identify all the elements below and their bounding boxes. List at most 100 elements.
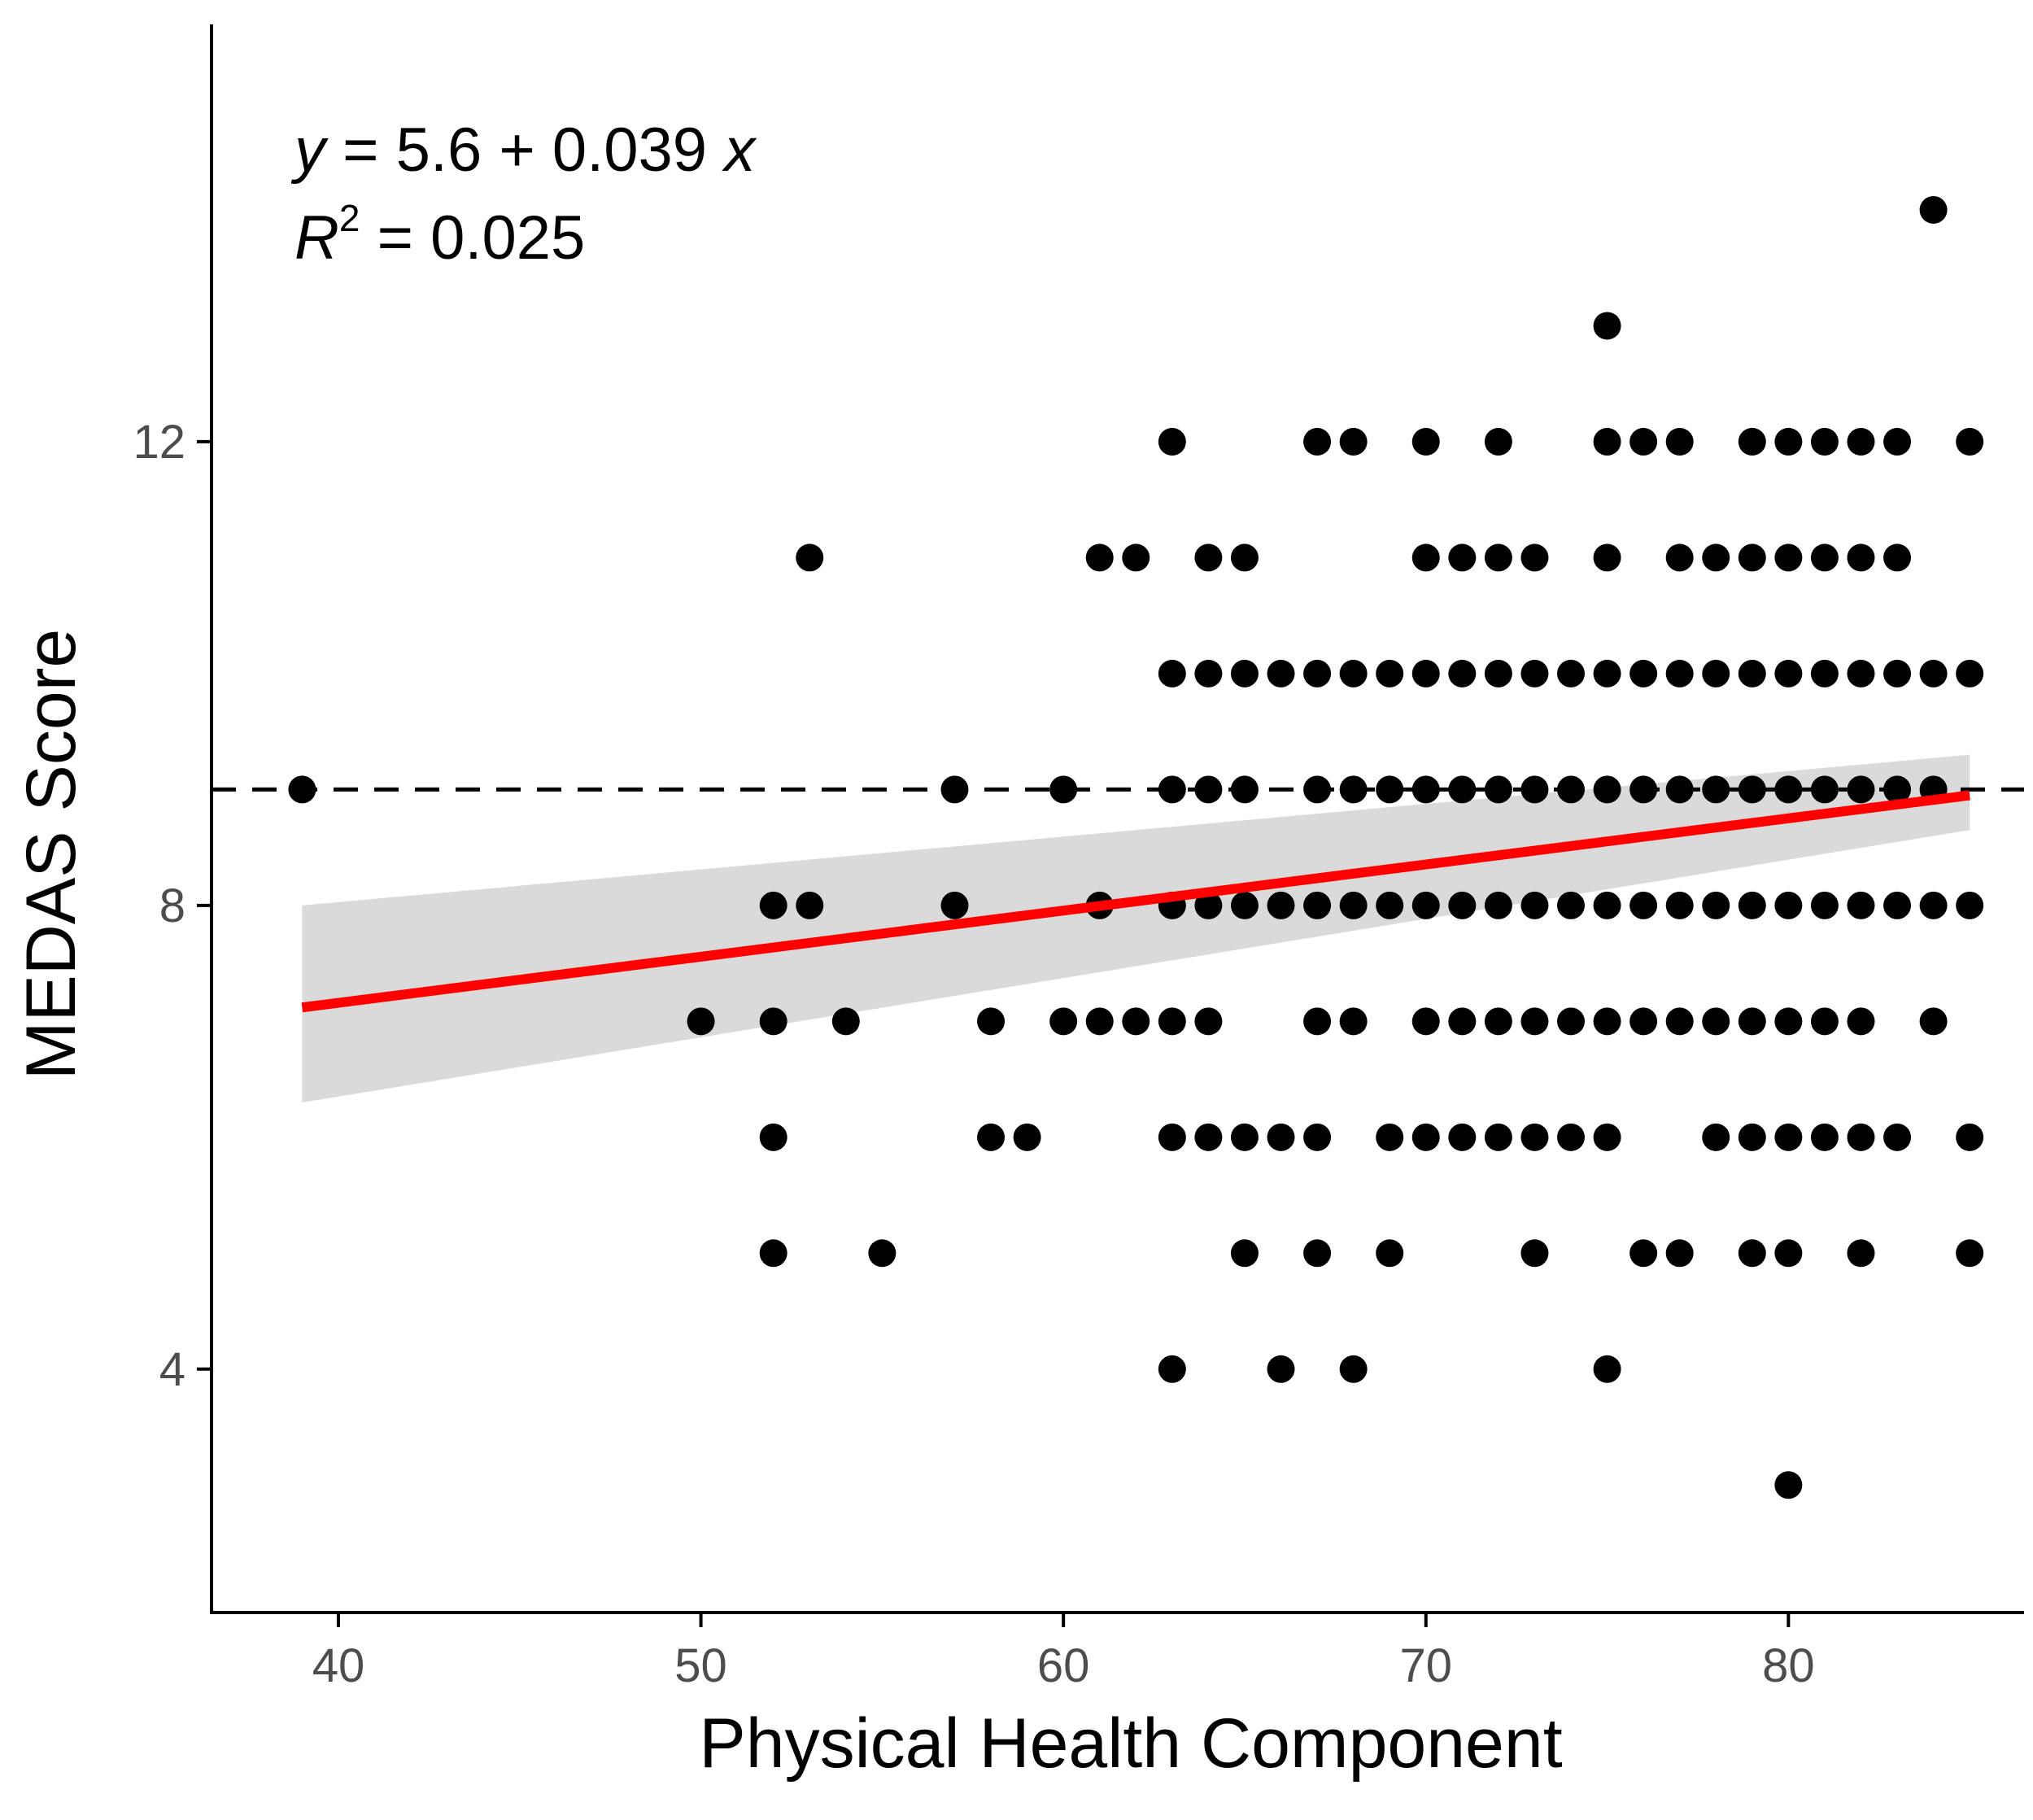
data-point (1520, 1123, 1549, 1151)
data-point (1158, 1123, 1186, 1151)
data-point (1774, 1239, 1803, 1268)
data-point (1774, 1471, 1803, 1499)
data-point (1847, 1007, 1875, 1036)
data-point (1774, 1007, 1803, 1036)
data-point (1665, 659, 1694, 687)
data-point (1810, 1123, 1839, 1151)
data-point (1122, 1007, 1150, 1036)
data-point (1738, 1123, 1766, 1151)
data-point (1230, 543, 1259, 572)
data-point (1847, 659, 1875, 687)
x-tick-label: 50 (674, 1639, 727, 1692)
data-point (1883, 659, 1912, 687)
data-point (1158, 659, 1186, 687)
data-point (1267, 1123, 1295, 1151)
data-point (1448, 775, 1477, 804)
data-point (1411, 775, 1440, 804)
data-point (1738, 543, 1766, 572)
data-point (1230, 891, 1259, 919)
data-point (1267, 659, 1295, 687)
data-point (1484, 1123, 1512, 1151)
data-point (1738, 1239, 1766, 1268)
data-point (1702, 1123, 1730, 1151)
data-point (1122, 543, 1150, 572)
x-axis-title: Physical Health Component (699, 1704, 1562, 1783)
data-point (796, 891, 824, 919)
data-point (1810, 427, 1839, 456)
data-point (1919, 891, 1948, 919)
data-point (1267, 1355, 1295, 1383)
data-point (1339, 775, 1368, 804)
data-point (1593, 659, 1621, 687)
data-point (1593, 312, 1621, 340)
data-point (1230, 659, 1259, 687)
data-point (1956, 427, 1984, 456)
data-point (1520, 775, 1549, 804)
data-point (1303, 775, 1332, 804)
y-tick-label: 4 (159, 1343, 185, 1396)
data-point (1194, 659, 1223, 687)
data-point (1557, 659, 1585, 687)
data-point (1774, 1123, 1803, 1151)
data-point (1557, 775, 1585, 804)
data-point (1484, 891, 1512, 919)
data-point (1376, 659, 1404, 687)
data-point (1956, 1123, 1984, 1151)
x-tick-label: 80 (1762, 1639, 1815, 1692)
data-point (796, 543, 824, 572)
y-tick-label: 8 (159, 879, 185, 932)
data-point (831, 1007, 860, 1036)
data-point (1883, 775, 1912, 804)
data-point (1629, 427, 1658, 456)
data-point (1593, 427, 1621, 456)
data-point (1013, 1123, 1041, 1151)
data-point (1448, 659, 1477, 687)
data-point (1956, 1239, 1984, 1268)
data-point (1956, 659, 1984, 687)
confidence-band (302, 754, 1970, 1103)
data-point (1883, 427, 1912, 456)
equation-body: = 5.6 + 0.039 (325, 116, 724, 185)
data-point (1194, 1123, 1223, 1151)
data-point (1774, 659, 1803, 687)
data-point (1883, 1123, 1912, 1151)
data-point (1520, 1239, 1549, 1268)
data-point (1702, 775, 1730, 804)
data-point (1230, 1239, 1259, 1268)
data-point (1738, 659, 1766, 687)
x-tick-label: 40 (312, 1639, 365, 1692)
data-point (1448, 1007, 1477, 1036)
data-point (1593, 1355, 1621, 1383)
y-axis-title: MEDAS Score (12, 629, 90, 1080)
data-point (1376, 891, 1404, 919)
data-point (1520, 659, 1549, 687)
data-point (1303, 1239, 1332, 1268)
data-point (1883, 891, 1912, 919)
data-point (1593, 891, 1621, 919)
data-point (1303, 1123, 1332, 1151)
data-point (1158, 1355, 1186, 1383)
equation-y-symbol: y (290, 116, 329, 185)
data-point (1520, 543, 1549, 572)
data-point (1158, 775, 1186, 804)
data-point (1810, 775, 1839, 804)
data-point (1847, 543, 1875, 572)
fit-line-layer (301, 790, 1970, 1013)
r-squared-value: = 0.025 (360, 203, 585, 273)
data-point (1484, 427, 1512, 456)
data-point (940, 891, 969, 919)
data-point (1665, 1007, 1694, 1036)
data-point (1411, 427, 1440, 456)
data-point (1049, 1007, 1078, 1036)
data-point (1665, 775, 1694, 804)
data-point (1557, 1123, 1585, 1151)
data-point (1847, 775, 1875, 804)
data-point (1774, 775, 1803, 804)
data-point (1665, 427, 1694, 456)
data-point (1847, 1123, 1875, 1151)
data-point (1919, 1007, 1948, 1036)
data-point (1702, 543, 1730, 572)
x-tick-label: 70 (1400, 1639, 1453, 1692)
data-point (1085, 1007, 1114, 1036)
